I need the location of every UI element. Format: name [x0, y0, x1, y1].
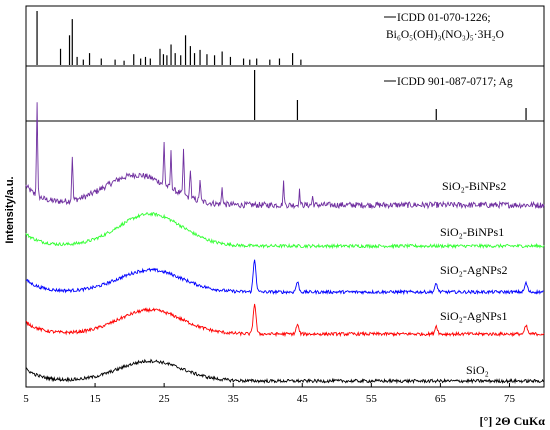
series-line-3	[25, 259, 544, 296]
main-plot-area	[25, 120, 545, 388]
series-line-4	[25, 303, 545, 338]
reference-panel-ag	[25, 65, 545, 122]
series-line-2	[25, 211, 545, 250]
ref-bi-formula: Bi₆O₅(OH)₃(NO₃)₅·3H₂O	[386, 29, 504, 41]
x-tick-label: 15	[90, 393, 102, 405]
legend-label-sio2-binps2: SiO₂-BiNPs2	[442, 179, 506, 193]
series-line-1	[25, 102, 545, 210]
x-tick-label: 5	[23, 393, 29, 405]
x-tick-label: 35	[228, 393, 240, 405]
series-line-5	[25, 358, 545, 385]
ref-bi-label: ICDD 01-070-1226;	[397, 12, 491, 24]
legend-label-sio2-binps1: SiO₂-BiNPs1	[440, 225, 504, 239]
x-tick-label: 75	[504, 393, 516, 405]
legend-label-sio2-agnps2: SiO₂-AgNPs2	[440, 263, 508, 277]
y-axis-label: Intensity/a.u.	[4, 176, 16, 243]
legend-label-sio2-agnps1: SiO₂-AgNPs1	[440, 309, 508, 323]
x-tick-label: 25	[159, 393, 171, 405]
ref-ag-label: ICDD 901-087-0717; Ag	[397, 76, 513, 88]
x-tick-label: 55	[366, 393, 378, 405]
legend-label-sio2: SiO₂	[466, 363, 489, 377]
x-tick-label: 65	[435, 393, 447, 405]
x-axis-label: [°] 2Θ CuKα	[480, 414, 546, 428]
x-tick-label: 45	[297, 393, 309, 405]
